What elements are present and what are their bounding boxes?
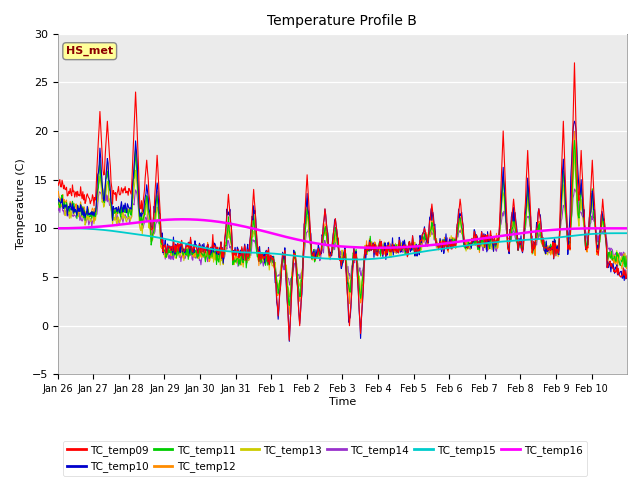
TC_temp13 [402,242,410,248]
TC_temp13 [120,215,128,220]
TC_temp16 [179,216,186,222]
TC_temp11 [275,287,283,292]
TC_temp16 [435,241,442,247]
TC_temp10 [571,119,579,124]
TC_temp09 [285,337,293,343]
TC_temp15 [355,257,362,263]
Line: TC_temp13: TC_temp13 [58,151,627,297]
TC_temp12 [54,190,61,196]
TC_temp15 [623,230,631,236]
TC_temp10 [54,201,61,207]
TC_temp10 [225,212,233,218]
Legend: TC_temp09, TC_temp10, TC_temp11, TC_temp12, TC_temp13, TC_temp14, TC_temp15, TC_: TC_temp09, TC_temp10, TC_temp11, TC_temp… [63,441,587,476]
TC_temp11 [623,256,631,262]
TC_temp14 [54,207,61,213]
TC_temp13 [434,242,442,248]
TC_temp14 [434,241,442,247]
TC_temp16 [623,226,631,231]
X-axis label: Time: Time [329,397,356,407]
TC_temp12 [120,206,128,212]
TC_temp14 [253,248,261,253]
TC_temp14 [225,241,233,247]
TC_temp16 [374,245,382,251]
TC_temp09 [623,267,631,273]
Line: TC_temp11: TC_temp11 [58,141,627,305]
TC_temp15 [225,249,233,254]
TC_temp12 [402,251,410,257]
TC_temp12 [225,224,233,229]
TC_temp11 [285,302,293,308]
TC_temp15 [253,250,261,256]
TC_temp14 [275,272,283,277]
TC_temp15 [402,252,410,257]
Line: TC_temp15: TC_temp15 [58,228,627,260]
TC_temp11 [434,243,442,249]
TC_temp13 [225,235,233,241]
TC_temp16 [276,232,284,238]
TC_temp09 [120,187,128,193]
Line: TC_temp12: TC_temp12 [58,132,627,314]
Y-axis label: Temperature (C): Temperature (C) [16,158,26,250]
TC_temp14 [286,282,294,288]
TC_temp13 [253,252,261,258]
TC_temp11 [402,246,410,252]
Line: TC_temp16: TC_temp16 [58,219,627,248]
TC_temp16 [120,221,128,227]
TC_temp09 [402,247,410,253]
TC_temp09 [434,242,442,248]
TC_temp13 [275,281,283,287]
TC_temp11 [253,254,261,260]
TC_temp14 [120,214,128,220]
TC_temp12 [285,312,293,317]
TC_temp13 [54,202,61,208]
Line: TC_temp14: TC_temp14 [58,189,627,285]
TC_temp10 [402,249,410,254]
Line: TC_temp09: TC_temp09 [58,63,627,340]
TC_temp12 [434,241,442,247]
TC_temp10 [434,242,442,248]
Text: HS_met: HS_met [66,46,113,56]
TC_temp10 [285,338,293,344]
TC_temp16 [54,226,61,231]
TC_temp09 [275,303,283,309]
TC_temp12 [253,249,261,254]
TC_temp11 [120,209,128,215]
TC_temp13 [571,148,579,154]
TC_temp15 [275,251,283,257]
TC_temp10 [120,206,128,212]
TC_temp15 [54,226,61,231]
TC_temp10 [623,272,631,277]
TC_temp12 [623,253,631,259]
Line: TC_temp10: TC_temp10 [58,121,627,341]
TC_temp14 [402,247,410,253]
TC_temp14 [571,186,579,192]
TC_temp14 [623,253,631,259]
TC_temp09 [253,241,261,247]
TC_temp09 [571,60,579,66]
TC_temp16 [226,221,234,227]
TC_temp13 [285,294,293,300]
TC_temp12 [571,129,579,134]
TC_temp09 [54,180,61,185]
TC_temp16 [403,244,410,250]
TC_temp11 [225,227,233,232]
TC_temp16 [254,227,262,233]
TC_temp11 [54,196,61,202]
TC_temp09 [225,201,233,206]
TC_temp11 [571,138,579,144]
TC_temp15 [434,247,442,252]
TC_temp13 [623,254,631,260]
Title: Temperature Profile B: Temperature Profile B [268,14,417,28]
TC_temp10 [275,306,283,312]
TC_temp10 [253,246,261,252]
TC_temp15 [120,230,128,236]
TC_temp12 [275,289,283,295]
